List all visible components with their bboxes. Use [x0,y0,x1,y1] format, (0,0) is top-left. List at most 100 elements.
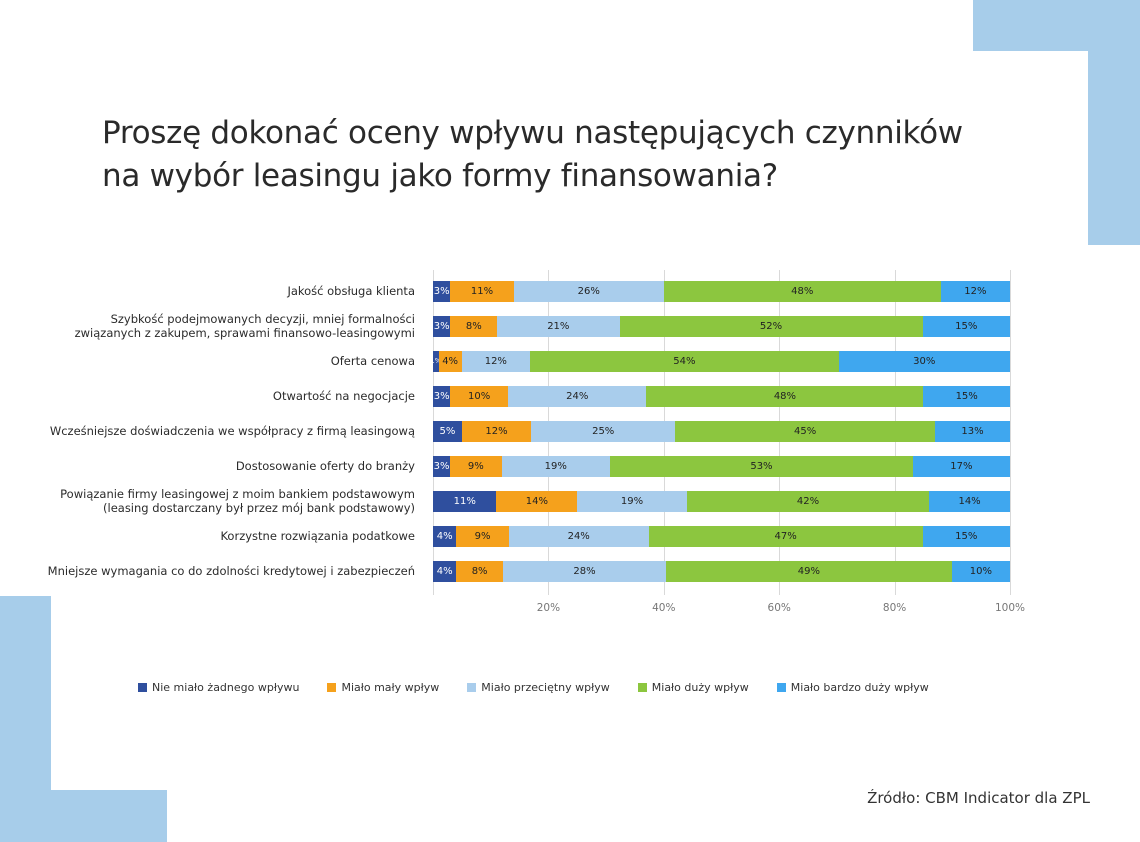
stacked-bar: 5% 12% 25% 45% 13% [433,420,1010,442]
category-label-line: Szybkość podejmowanych decyzji, mniej fo… [110,312,415,326]
bar-segment: 15% [922,315,1010,337]
bar-segment: 17% [912,455,1010,477]
category-label-line: Oferta cenowa [330,354,415,368]
stacked-bar: 3% 9% 19% 53% 17% [433,455,1010,477]
legend-label: Miało bardzo duży wpływ [790,681,929,694]
bar-segment: 14% [496,490,578,512]
bar-segment: 4% [438,350,462,372]
category-label: Wcześniejsze doświadczenia we współpracy… [50,424,415,438]
legend-label: Miało duży wpływ [651,681,749,694]
bar-segment: 10% [951,560,1010,582]
category-label: Mniejsze wymagania co do zdolności kredy… [48,564,415,578]
category-label: Oferta cenowa [331,354,415,368]
stacked-bar: 4% 8% 28% 49% 10% [433,560,1010,582]
legend-label: Nie miało żadnego wpływu [152,681,300,694]
bar-segment: 15% [922,525,1010,547]
bar-segment: 12% [461,350,531,372]
bar-segment: 8% [450,315,498,337]
category-label-line: Mniejsze wymagania co do zdolności kredy… [47,564,415,578]
legend-item: Nie miało żadnego wpływu [138,681,299,694]
bar-segment: 11% [450,280,514,302]
bar-segment: 5% [433,420,462,442]
bar-segment: 47% [648,525,923,547]
bar-segment: 54% [530,350,839,372]
stacked-bar: 11% 14% 19% 42% 14% [433,490,1010,512]
legend-swatch-icon [327,683,337,692]
bar-segment: 9% [456,525,509,547]
bar-segment: 26% [513,280,664,302]
chart-title-line-1: Proszę dokonać oceny wpływu następującyc… [102,115,963,151]
bar-segment: 48% [646,385,924,407]
stacked-bar: 3% 10% 24% 48% 15% [433,385,1010,407]
category-label: Korzystne rozwiązania podatkowe [220,529,415,543]
category-label-line: Otwartość na negocjacje [272,389,415,403]
stacked-bar: 3% 8% 21% 52% 15% [433,315,1010,337]
chart-title-line-2: na wybór leasingu jako formy finansowani… [102,158,778,194]
bar-segment: 24% [507,385,647,407]
category-label-line: Dostosowanie oferty do branży [235,459,415,473]
bar-segment: 21% [497,315,620,337]
bar-segment: 12% [940,280,1010,302]
bar-segment: 3% [433,455,451,477]
legend: Nie miało żadnego wpływu Miało mały wpływ… [138,681,957,694]
legend-swatch-icon [467,683,477,692]
bar-segment: 13% [934,420,1010,442]
stacked-bar: 1%4%12%54%30% [433,350,1010,372]
category-label: Otwartość na negocjacje [273,389,415,403]
bar-segment: 15% [923,385,1010,407]
bar-segment: 49% [666,560,952,582]
bar-segment: 1% [433,350,439,372]
bar-segment: 28% [502,560,667,582]
bar-segment: 10% [450,385,508,407]
category-label-line: (leasing dostarczany był przez mój bank … [103,501,415,515]
decoration-top-right-vertical [1088,0,1140,245]
category-label-line: związanych z zakupem, sprawami finansowo… [74,326,415,340]
bar-segment: 3% [433,280,451,302]
bar-segment: 48% [663,280,941,302]
bar-segment: 4% [433,525,457,547]
bar-segment: 53% [610,455,913,477]
bar-segment: 4% [433,560,457,582]
category-label-line: Powiązanie firmy leasingowej z moim bank… [60,487,415,501]
legend-item: Miało bardzo duży wpływ [776,681,929,694]
x-tick-label: 40% [652,602,676,614]
x-tick-label: 20% [536,602,561,614]
bar-segment: 45% [675,420,935,442]
bar-segment: 24% [508,525,649,547]
category-label: Jakość obsługa klienta [287,284,415,298]
plot-area: 3%11%26%48%12%3%8%21%52%15%1%4%12%54%30%… [433,270,1011,595]
category-label: Powiązanie firmy leasingowej z moim bank… [60,487,415,515]
stacked-bar: 4% 9% 24% 47% 15% [433,525,1010,547]
chart-title: Proszę dokonać oceny wpływu następującyc… [102,112,1062,198]
category-label: Szybkość podejmowanych decyzji, mniej fo… [75,312,415,340]
bar-segment: 25% [531,420,676,442]
category-label-line: Korzystne rozwiązania podatkowe [220,529,415,543]
x-tick-label: 60% [767,602,791,614]
bar-segment: 19% [501,455,611,477]
legend-item: Miało duży wpływ [637,681,749,694]
bar-segment: 3% [433,385,451,407]
category-label-line: Wcześniejsze doświadczenia we współpracy… [49,424,415,438]
stacked-bar: 3% 11% 26% 48% 12% [433,280,1010,302]
legend-label: Miało mały wpływ [341,681,440,694]
category-label: Dostosowanie oferty do branży [236,459,415,473]
source-note: Źródło: CBM Indicator dla ZPL [867,789,1090,807]
bar-segment: 42% [686,490,930,512]
legend-swatch-icon [776,683,786,692]
legend-label: Miało przeciętny wpływ [481,681,610,694]
bar-segment: 3% [433,315,451,337]
bar-segment: 19% [577,490,687,512]
x-tick-label: 80% [882,602,907,614]
legend-item: Miało przeciętny wpływ [467,681,610,694]
bar-segment: 9% [450,455,502,477]
bar-segment: 8% [456,560,503,582]
legend-swatch-icon [637,683,647,692]
bar-segment: 14% [929,490,1010,512]
decoration-bottom-left-horizontal [0,790,167,842]
x-tick-label: 100% [994,602,1026,614]
gridline [1010,270,1011,595]
legend-item: Miało mały wpływ [327,681,439,694]
bar-segment: 11% [433,490,497,512]
legend-swatch-icon [138,683,147,692]
bar-segment: 30% [838,350,1010,372]
